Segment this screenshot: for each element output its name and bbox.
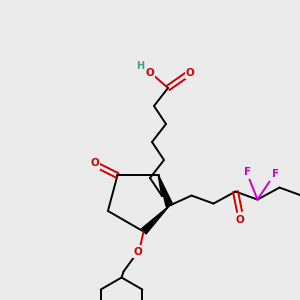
Text: H: H (136, 61, 144, 71)
Text: O: O (90, 158, 99, 169)
Polygon shape (141, 206, 170, 234)
Text: O: O (235, 214, 244, 225)
Text: O: O (146, 68, 154, 78)
Text: O: O (186, 68, 194, 78)
Polygon shape (159, 176, 173, 207)
Text: F: F (244, 167, 251, 177)
Text: F: F (272, 169, 279, 178)
Text: O: O (133, 247, 142, 256)
